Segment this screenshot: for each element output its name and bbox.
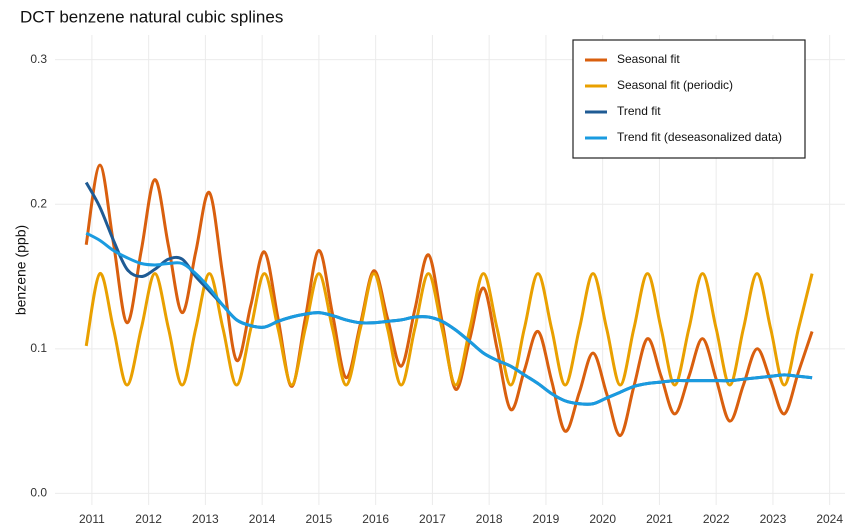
x-tick-label: 2014 [249,512,276,526]
legend-label: Seasonal fit [617,52,680,66]
x-tick-label: 2022 [703,512,730,526]
x-tick-label: 2016 [362,512,389,526]
x-tick-label: 2020 [589,512,616,526]
series-line [84,272,814,387]
y-tick-label: 0.1 [30,341,47,355]
y-tick-label: 0.3 [30,52,47,66]
chart-title: DCT benzene natural cubic splines [20,7,283,26]
x-tick-label: 2013 [192,512,219,526]
series-line [85,231,813,406]
legend-box [572,39,806,159]
x-tick-label: 2015 [306,512,333,526]
x-tick-label: 2021 [646,512,673,526]
x-tick-label: 2012 [135,512,162,526]
x-tick-label: 2011 [79,512,105,526]
x-tick-label: 2023 [760,512,787,526]
x-tick-label: 2018 [476,512,503,526]
legend-label: Trend fit [617,104,661,118]
y-tick-label: 0.0 [30,486,47,500]
y-axis-label: benzene (ppb) [13,225,29,315]
series-line [84,163,814,438]
legend-label: Trend fit (deseasonalized data) [617,130,782,144]
x-tick-label: 2024 [816,512,843,526]
x-tick-label: 2019 [533,512,560,526]
x-tick-label: 2017 [419,512,446,526]
y-tick-label: 0.2 [30,196,47,210]
legend-label: Seasonal fit (periodic) [617,78,733,92]
legend: Seasonal fit Seasonal fit (periodic) Trend… [572,39,806,159]
